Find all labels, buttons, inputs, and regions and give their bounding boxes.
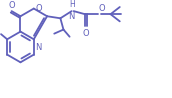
Text: O: O — [83, 29, 89, 38]
Text: O: O — [8, 1, 15, 10]
Text: O: O — [99, 4, 105, 13]
Text: N: N — [68, 12, 75, 21]
Text: H: H — [69, 0, 74, 9]
Text: N: N — [35, 43, 41, 52]
Text: O: O — [35, 4, 42, 13]
